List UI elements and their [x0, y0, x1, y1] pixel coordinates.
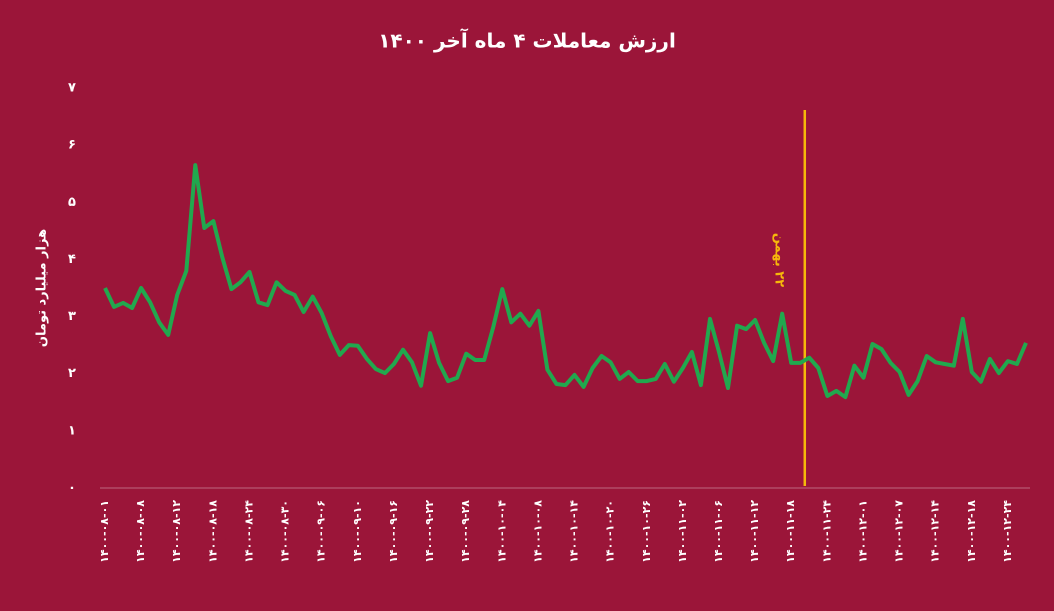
x-tick-label: ۱۴۰۰-۰۸-۰۱	[98, 500, 111, 563]
x-tick-label: ۱۴۰۰-۰۸-۰۸	[134, 500, 147, 563]
x-tick-label: ۱۴۰۰-۱۰-۰۸	[531, 500, 544, 563]
y-tick-label: ۵	[68, 195, 76, 210]
x-tick-label: ۱۴۰۰-۱۲-۰۱	[856, 500, 869, 563]
x-tick-label: ۱۴۰۰-۰۹-۱۰	[351, 500, 364, 563]
y-axis-label: هزار میلیارد تومان	[35, 229, 50, 347]
x-tick-label: ۱۴۰۰-۰۹-۲۸	[459, 500, 472, 563]
y-tick-label: ۱	[68, 423, 76, 438]
y-tick-label: ۳	[68, 309, 76, 324]
x-tick-label: ۱۴۰۰-۰۸-۱۸	[206, 500, 219, 563]
x-tick-label: ۱۴۰۰-۱۰-۲۰	[604, 500, 617, 563]
y-tick-label: ۲	[68, 366, 76, 381]
y-tick-label: ۷	[68, 81, 76, 96]
x-tick-label: ۱۴۰۰-۱۱-۰۶	[712, 500, 725, 563]
y-tick-label: ۶	[68, 138, 76, 153]
x-tick-label: ۱۴۰۰-۱۱-۰۲	[676, 500, 689, 563]
x-tick-label: ۱۴۰۰-۱۰-۱۴	[568, 500, 581, 563]
x-tick-label: ۱۴۰۰-۱۰-۰۴	[495, 500, 508, 563]
x-tick-label: ۱۴۰۰-۱۱-۱۲	[748, 500, 761, 563]
data-line	[103, 163, 1028, 400]
x-tick-label: ۱۴۰۰-۱۱-۲۴	[820, 500, 833, 563]
x-tick-label: ۱۴۰۰-۰۹-۰۶	[315, 500, 328, 563]
x-tick-label: ۱۴۰۰-۱۲-۱۸	[965, 500, 978, 563]
annotation-text: ۲۲ بهمن	[771, 233, 786, 287]
x-tick-label: ۱۴۰۰-۱۲-۱۴	[929, 500, 942, 563]
x-tick-label: ۱۴۰۰-۰۸-۲۴	[242, 500, 255, 563]
x-tick-label: ۱۴۰۰-۰۹-۱۶	[387, 500, 400, 563]
x-tick-label: ۱۴۰۰-۱۲-۰۷	[893, 500, 906, 563]
x-tick-label: ۱۴۰۰-۰۸-۳۰	[279, 500, 292, 563]
chart-title: ارزش معاملات ۴ ماه آخر ۱۴۰۰	[378, 28, 676, 53]
x-tick-label: ۱۴۰۰-۱۰-۲۶	[640, 500, 653, 563]
x-tick-label: ۱۴۰۰-۰۹-۲۲	[423, 500, 436, 563]
x-tick-label: ۱۴۰۰-۱۲-۲۴	[1001, 500, 1014, 563]
x-tick-label: ۱۴۰۰-۰۸-۱۲	[170, 500, 183, 563]
y-tick-label: ۴	[68, 252, 76, 267]
y-tick-label: ۰	[68, 481, 76, 496]
x-tick-label: ۱۴۰۰-۱۱-۱۸	[784, 500, 797, 563]
